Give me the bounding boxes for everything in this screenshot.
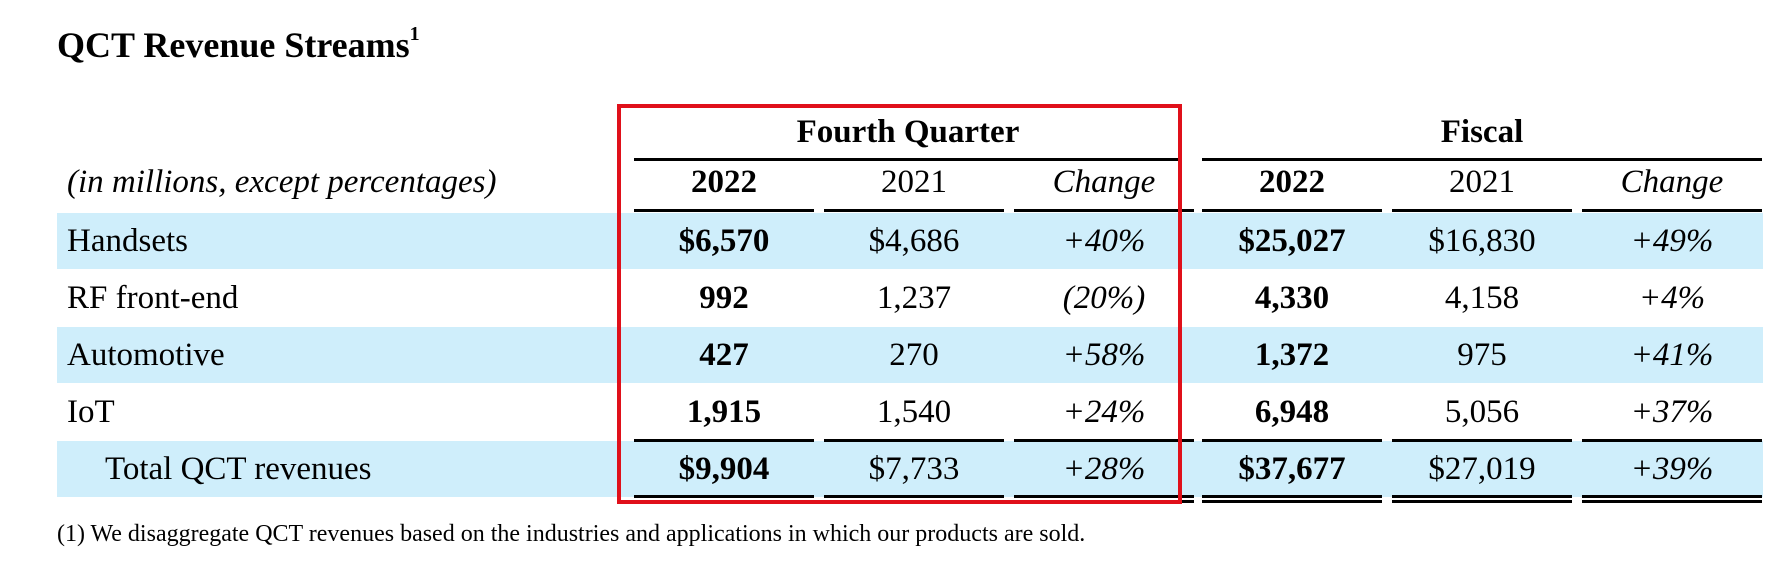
row-band-handsets — [57, 213, 1763, 269]
table-cell: +24% — [1062, 394, 1146, 430]
table-cell: 1,237 — [876, 280, 952, 316]
table-cell: $4,686 — [868, 223, 960, 259]
row-label-handsets: Handsets — [67, 223, 188, 259]
col-rule-q4-change — [1014, 209, 1194, 212]
table-cell: 992 — [699, 280, 749, 316]
subtotal-rule — [1392, 439, 1572, 442]
row-label-rf-front-end: RF front-end — [67, 280, 239, 316]
col-header-fy-2022: 2022 — [1259, 164, 1325, 200]
subtotal-rule — [1202, 439, 1382, 442]
unit-label: (in millions, except percentages) — [67, 164, 497, 200]
group-header-fourth-quarter: Fourth Quarter — [796, 114, 1020, 150]
table-cell: +58% — [1062, 337, 1146, 373]
row-label-automotive: Automotive — [67, 337, 225, 373]
total-double-rule — [1392, 495, 1572, 503]
group-rule-fiscal — [1202, 158, 1762, 161]
col-header-fy-change: Change — [1620, 164, 1724, 200]
col-rule-q4-2022 — [634, 209, 814, 212]
footnote: (1) We disaggregate QCT revenues based o… — [57, 521, 1086, 547]
table-cell: +37% — [1630, 394, 1714, 430]
table-cell: $9,904 — [678, 451, 770, 487]
subtotal-rule — [1582, 439, 1762, 442]
row-band-total — [57, 441, 1763, 497]
total-double-rule — [1582, 495, 1762, 503]
table-cell: 4,158 — [1444, 280, 1520, 316]
col-header-q4-2022: 2022 — [691, 164, 757, 200]
table-cell: 270 — [889, 337, 939, 373]
col-rule-q4-2021 — [824, 209, 1004, 212]
title-text: QCT Revenue Streams — [57, 25, 410, 65]
col-header-q4-2021: 2021 — [881, 164, 947, 200]
table-cell: +39% — [1630, 451, 1714, 487]
subtotal-rule — [1014, 439, 1194, 442]
row-band-automotive — [57, 327, 1763, 383]
col-rule-fy-2021 — [1392, 209, 1572, 212]
table-cell: $16,830 — [1428, 223, 1536, 259]
col-rule-fy-2022 — [1202, 209, 1382, 212]
table-cell: 6,948 — [1254, 394, 1330, 430]
table-cell: 1,915 — [686, 394, 762, 430]
table-cell: $7,733 — [868, 451, 960, 487]
table-cell: 5,056 — [1444, 394, 1520, 430]
table-cell: $6,570 — [678, 223, 770, 259]
table-cell: 1,372 — [1254, 337, 1330, 373]
group-rule-fourth-quarter — [634, 158, 1182, 161]
highlight-box-fourth-quarter — [617, 104, 1182, 504]
col-rule-fy-change — [1582, 209, 1762, 212]
table-cell: 1,540 — [876, 394, 952, 430]
subtotal-rule — [634, 439, 814, 442]
subtotal-rule — [824, 439, 1004, 442]
table-cell: $27,019 — [1428, 451, 1536, 487]
total-double-rule — [1202, 495, 1382, 503]
table-cell: +40% — [1062, 223, 1146, 259]
table-cell: +4% — [1638, 280, 1706, 316]
table-cell: $25,027 — [1238, 223, 1346, 259]
table-cell: +41% — [1630, 337, 1714, 373]
col-header-fy-2021: 2021 — [1449, 164, 1515, 200]
table-cell: 4,330 — [1254, 280, 1330, 316]
table-title: QCT Revenue Streams1 — [57, 23, 420, 66]
table-cell: $37,677 — [1238, 451, 1346, 487]
table-cell: +49% — [1630, 223, 1714, 259]
title-footnote-mark: 1 — [409, 23, 420, 45]
col-header-q4-change: Change — [1052, 164, 1156, 200]
row-label-iot: IoT — [67, 394, 115, 430]
group-header-fiscal: Fiscal — [1440, 114, 1524, 150]
table-cell: (20%) — [1062, 280, 1146, 316]
row-label-total: Total QCT revenues — [105, 451, 372, 487]
table-cell: 975 — [1457, 337, 1507, 373]
table-cell: 427 — [699, 337, 749, 373]
table-cell: +28% — [1062, 451, 1146, 487]
